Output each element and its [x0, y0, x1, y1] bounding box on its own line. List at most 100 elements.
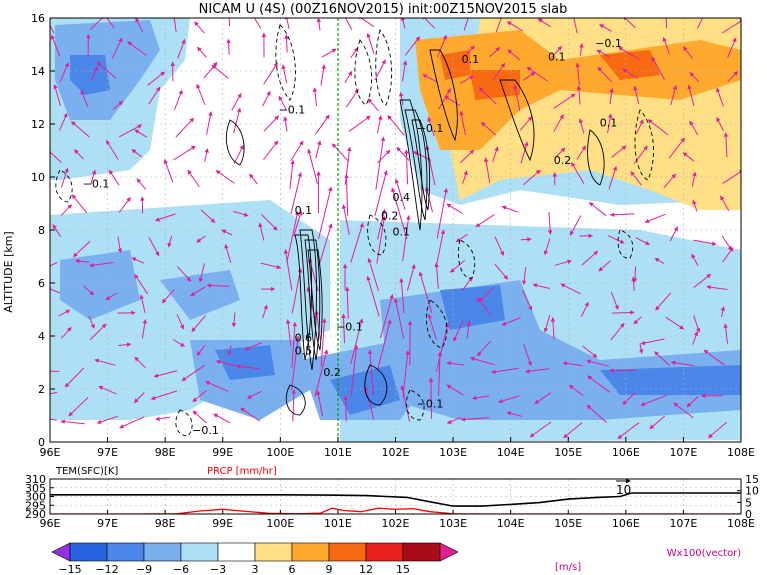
- wind-vector: [231, 93, 242, 111]
- wind-vector: [722, 247, 734, 263]
- wind-vector: [173, 18, 177, 33]
- wind-vector: [492, 146, 499, 163]
- surface-x-tick-label: 101E: [324, 517, 352, 530]
- wind-vector: [291, 389, 297, 422]
- wind-vector: [200, 209, 216, 224]
- wind-vector: [665, 18, 668, 29]
- contour-label: −0.1: [192, 424, 219, 437]
- wind-vector: [498, 395, 520, 404]
- wind-vector: [543, 314, 551, 333]
- surface-x-tick-label: 107E: [669, 517, 697, 530]
- x-axis: 96E 97E 98E 99E 100E 101E 102E 103E 104E 105E 106E…: [40, 437, 755, 459]
- wind-vector: [446, 416, 462, 424]
- wind-vector: [520, 237, 532, 242]
- wind-vector: [196, 83, 206, 106]
- wind-vector: [357, 18, 375, 28]
- y-tick-label: 12: [31, 118, 45, 131]
- x-tick-label: 100E: [266, 446, 294, 459]
- wind-vector: [413, 151, 432, 161]
- wind-vector: [350, 222, 364, 263]
- wind-vector: [71, 194, 88, 214]
- wind-vector: [435, 229, 446, 266]
- wind-vector: [404, 36, 421, 56]
- wind-vector: [693, 239, 717, 246]
- wind-vector: [59, 62, 69, 83]
- wind-vector: [406, 264, 416, 291]
- contour-labels: −0.1 −0.1 0.1 −0.1 0.1 0.1 −0.1 0.1 0.2 0.2 0.1 0.4…: [83, 37, 622, 437]
- contour-updraft: [404, 109, 428, 221]
- colorbar-label: −3: [210, 563, 226, 575]
- wind-vector: [290, 140, 304, 161]
- wind-vector: [172, 339, 186, 347]
- wind-vector: [119, 416, 145, 429]
- wind-vector: [291, 321, 297, 369]
- wind-vector: [376, 115, 383, 134]
- wind-vector: [480, 121, 497, 136]
- wind-vector: [543, 238, 551, 256]
- wind-vector: [501, 317, 521, 326]
- wind-vector: [579, 43, 584, 56]
- surface-x-tick-label: 99E: [212, 517, 233, 530]
- wind-vector: [391, 187, 408, 240]
- contour-downdraft: [375, 29, 393, 106]
- wind-vector: [673, 402, 694, 419]
- wind-vector: [449, 259, 466, 273]
- surface-left-tick-label: 305: [25, 482, 46, 495]
- wind-vector: [489, 46, 501, 58]
- w-contours: [55, 24, 654, 437]
- y-tick-label: 14: [31, 65, 45, 78]
- colorbar-cell: [291, 542, 330, 562]
- colorbar-cell: [439, 542, 459, 562]
- contour-label: 0.1: [548, 50, 566, 63]
- wind-vector: [197, 46, 207, 58]
- wind-vector: [599, 24, 612, 32]
- wind-vector: [263, 115, 280, 132]
- wind-vector: [90, 169, 97, 184]
- wind-vector: [462, 170, 468, 184]
- wind-vector: [393, 298, 405, 339]
- wind-vector: [134, 273, 148, 295]
- wind-vector: [175, 117, 195, 138]
- wind-vector: [106, 18, 115, 29]
- wind-vector: [400, 18, 406, 29]
- wind-vector: [428, 377, 434, 419]
- wind-vector: [618, 46, 640, 60]
- wind-vector: [427, 313, 437, 340]
- wind-vector: [529, 421, 552, 438]
- wind-vector: [206, 111, 213, 135]
- surface-x-tick-label: 100E: [266, 517, 294, 530]
- wind-vector: [263, 140, 279, 161]
- surface-x-tick-label: 104E: [497, 517, 525, 530]
- wind-vector: [693, 273, 712, 288]
- wind-vector: [586, 359, 610, 367]
- colorbar-cell: [106, 542, 145, 562]
- vector-legend-label: Wx100(vector): [667, 548, 742, 559]
- wind-vector: [662, 36, 670, 55]
- contour-downdraft: [426, 299, 448, 349]
- shade-east-core: [600, 365, 741, 395]
- wind-vector: [727, 37, 737, 58]
- colorbar-cell: [180, 542, 219, 562]
- wind-vector: [284, 34, 289, 53]
- wind-vector: [691, 253, 699, 266]
- surface-annotation: 10: [616, 483, 631, 497]
- wind-vector: [174, 89, 183, 110]
- wind-vector: [375, 136, 386, 190]
- x-tick-label: 102E: [382, 446, 410, 459]
- wind-vector: [569, 215, 582, 236]
- surface-x-axis: 96E 97E 98E 99E 100E 101E 102E 103E 104E 105E 106E…: [40, 510, 755, 530]
- wind-vector: [312, 87, 318, 106]
- wind-vector: [176, 313, 185, 330]
- wind-vector: [507, 49, 521, 61]
- colorbar-cell: [328, 542, 367, 562]
- wind-vector: [59, 112, 68, 131]
- wind-vector: [50, 148, 62, 163]
- shade-jet-core-east: [600, 50, 660, 80]
- x-tick-label: 108E: [727, 446, 755, 459]
- wind-vector: [374, 59, 386, 81]
- wind-vector: [537, 18, 551, 28]
- shade-west-lower-mid2: [160, 270, 240, 320]
- contour-downdraft: [617, 229, 634, 259]
- wind-vector: [136, 178, 147, 190]
- wind-vector: [50, 418, 57, 421]
